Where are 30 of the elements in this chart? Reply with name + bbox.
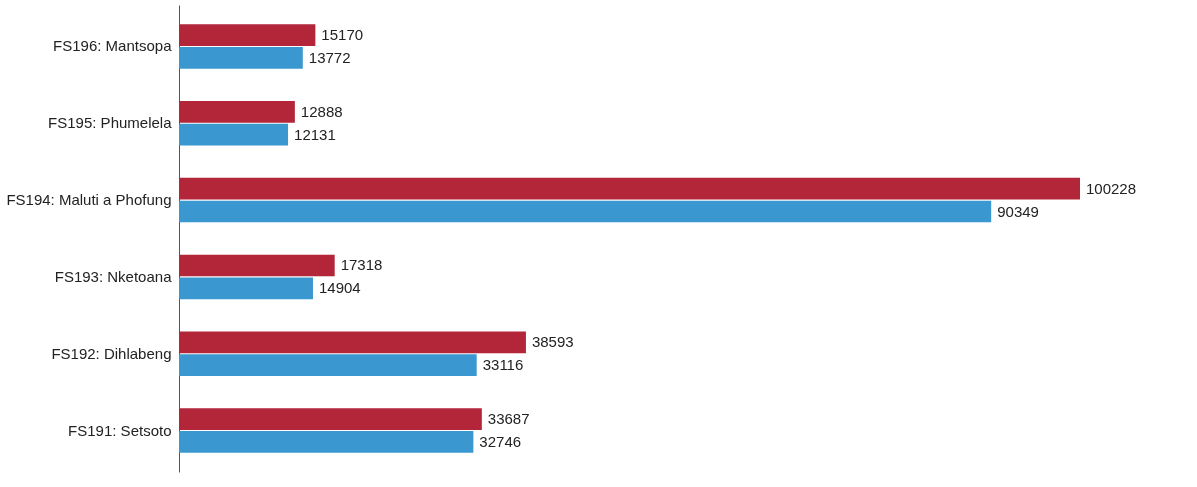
bar — [179, 24, 316, 46]
data-label: 32746 — [479, 432, 522, 450]
data-label: 38593 — [531, 333, 574, 351]
data-label: 33116 — [482, 356, 524, 374]
bar — [179, 200, 992, 223]
data-label: 13772 — [308, 48, 351, 66]
y-tick-label: FS191: Setsoto — [68, 421, 172, 439]
data-label: 14904 — [318, 279, 361, 297]
data-label: 12131 — [294, 125, 336, 143]
y-tick-label: FS192: Dihlabeng — [51, 344, 172, 362]
bar — [179, 408, 482, 430]
bar — [179, 331, 526, 354]
data-label: 90349 — [997, 202, 1039, 220]
data-label: 17318 — [340, 256, 383, 274]
bar — [179, 354, 477, 376]
bar — [179, 431, 474, 453]
bar — [179, 123, 289, 146]
y-tick-label: FS193: Nketoana — [54, 267, 173, 285]
y-tick-label: FS195: Phumelela — [48, 114, 173, 132]
data-label: 12888 — [300, 102, 343, 120]
data-label: 33687 — [487, 410, 530, 428]
bar — [179, 177, 1080, 200]
data-label: 100228 — [1086, 179, 1137, 197]
y-tick-label: FS194: Maluti a Phofung — [6, 191, 172, 209]
bar — [179, 277, 313, 300]
bar — [179, 254, 335, 277]
bar — [179, 101, 295, 123]
bar — [179, 47, 303, 69]
y-tick-label: FS196: Mantsopa — [53, 37, 173, 55]
data-label: 15170 — [321, 26, 364, 44]
